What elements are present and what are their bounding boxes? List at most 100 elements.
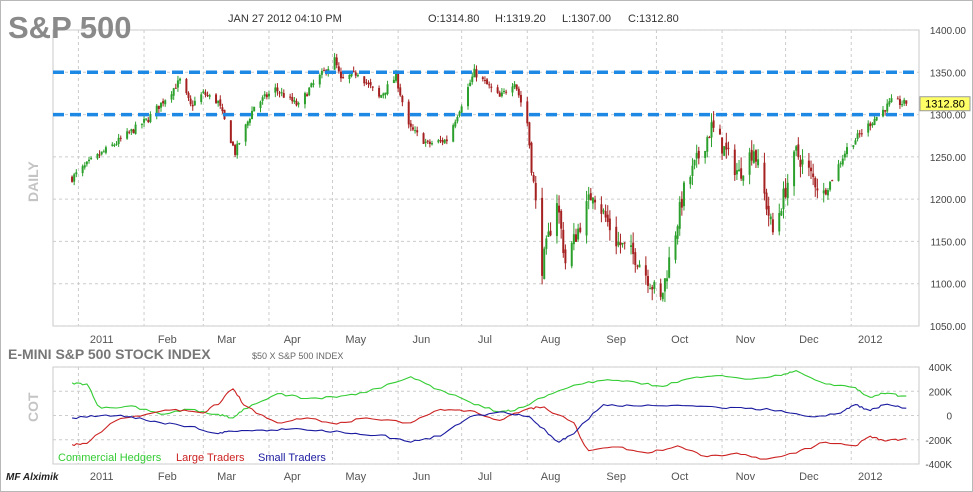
candle-body bbox=[634, 252, 637, 265]
candle-up bbox=[310, 82, 313, 88]
candle-up bbox=[87, 156, 90, 164]
candle-body bbox=[723, 146, 726, 156]
price-x-axis: 2011 Feb Mar Apr May Jun Jul Aug Sep Oct Nov Dec 201… bbox=[90, 334, 883, 346]
candle-body bbox=[215, 94, 218, 103]
candle-body bbox=[371, 86, 374, 88]
price-x-tick-label: Jun bbox=[413, 334, 431, 346]
candle-body bbox=[619, 242, 622, 246]
candle-down bbox=[426, 139, 429, 144]
candle-down bbox=[174, 83, 177, 89]
candle-body bbox=[115, 143, 118, 145]
candle-down bbox=[697, 146, 700, 165]
candle-up bbox=[100, 151, 103, 156]
candle-down bbox=[646, 269, 649, 293]
candle-up bbox=[795, 144, 798, 157]
candle-body bbox=[867, 123, 870, 133]
candle-up bbox=[555, 194, 558, 244]
candle-up bbox=[735, 162, 738, 180]
cot-x-tick-label: Feb bbox=[158, 471, 177, 483]
candle-up bbox=[873, 116, 876, 126]
candle-body bbox=[733, 149, 736, 176]
candle-body bbox=[282, 93, 285, 98]
candle-down bbox=[718, 124, 721, 135]
candle-body bbox=[617, 241, 620, 246]
candle-body bbox=[831, 180, 834, 182]
candle-body bbox=[219, 99, 222, 106]
candle-body bbox=[708, 136, 711, 138]
candle-body bbox=[164, 100, 167, 105]
candle-up bbox=[723, 146, 726, 157]
cot-y-tick-label: -200K bbox=[925, 436, 952, 447]
candle-down bbox=[860, 129, 863, 137]
candle-up bbox=[829, 181, 832, 192]
candle-body bbox=[621, 242, 624, 245]
candle-down bbox=[651, 284, 654, 301]
candle-up bbox=[170, 91, 173, 103]
candle-body bbox=[251, 110, 254, 120]
candle-body bbox=[532, 174, 535, 182]
candle-up bbox=[140, 123, 143, 129]
candle-body bbox=[854, 140, 857, 145]
candle-down bbox=[483, 76, 486, 84]
candle-down bbox=[797, 137, 800, 160]
candle-body bbox=[130, 129, 133, 132]
price-y-tick-label: 1050.00 bbox=[930, 322, 967, 333]
candle-down bbox=[401, 94, 404, 107]
candle-body bbox=[795, 146, 798, 151]
candle-down bbox=[441, 137, 444, 146]
candle-up bbox=[695, 144, 698, 168]
candle-down bbox=[365, 79, 368, 86]
candle-down bbox=[206, 91, 209, 98]
candle-up bbox=[274, 83, 277, 98]
candle-up bbox=[839, 161, 842, 168]
candle-body bbox=[871, 123, 874, 126]
candle-body bbox=[445, 139, 448, 142]
candle-body bbox=[100, 151, 103, 155]
candle-down bbox=[619, 233, 622, 254]
candle-body bbox=[310, 83, 313, 88]
candle-body bbox=[888, 101, 891, 105]
candle-body bbox=[467, 87, 470, 107]
candle-down bbox=[765, 188, 768, 216]
legend-commercial-hedgers: Commercial Hedgers bbox=[58, 452, 162, 464]
candle-down bbox=[905, 100, 908, 107]
candle-body bbox=[884, 110, 887, 112]
price-y-tick-label: 1150.00 bbox=[931, 237, 967, 248]
candle-body bbox=[843, 153, 846, 158]
candle-down bbox=[771, 212, 774, 235]
candle-down bbox=[767, 196, 770, 227]
candle-body bbox=[528, 122, 531, 146]
candle-body bbox=[488, 84, 491, 86]
candle-body bbox=[369, 82, 372, 86]
candle-body bbox=[407, 101, 410, 125]
candle-body bbox=[636, 265, 639, 267]
candle-body bbox=[231, 141, 234, 146]
candle-up bbox=[456, 115, 459, 124]
candle-body bbox=[483, 79, 486, 81]
candle-body bbox=[873, 119, 876, 125]
candle-up bbox=[267, 90, 270, 100]
price-x-tick-label: 2012 bbox=[858, 334, 882, 346]
candle-body bbox=[896, 98, 899, 100]
candle-body bbox=[570, 242, 573, 267]
candle-down bbox=[812, 163, 815, 186]
candle-body bbox=[244, 124, 247, 142]
candle-body bbox=[104, 147, 107, 153]
candle-body bbox=[187, 92, 190, 99]
candle-down bbox=[604, 204, 607, 223]
candle-up bbox=[778, 203, 781, 236]
candle-body bbox=[261, 97, 264, 101]
candle-body bbox=[505, 91, 508, 93]
candle-body bbox=[352, 70, 355, 72]
candle-body bbox=[769, 216, 772, 220]
candle-up bbox=[543, 246, 546, 280]
candle-up bbox=[348, 74, 351, 84]
candle-body bbox=[87, 159, 90, 162]
candle-body bbox=[75, 172, 78, 175]
candle-body bbox=[735, 170, 738, 175]
candlestick-series bbox=[71, 53, 908, 303]
cot-y-tick-label: 0 bbox=[946, 412, 952, 423]
candle-body bbox=[646, 276, 649, 286]
candle-down bbox=[157, 105, 160, 114]
candle-up bbox=[73, 172, 76, 186]
